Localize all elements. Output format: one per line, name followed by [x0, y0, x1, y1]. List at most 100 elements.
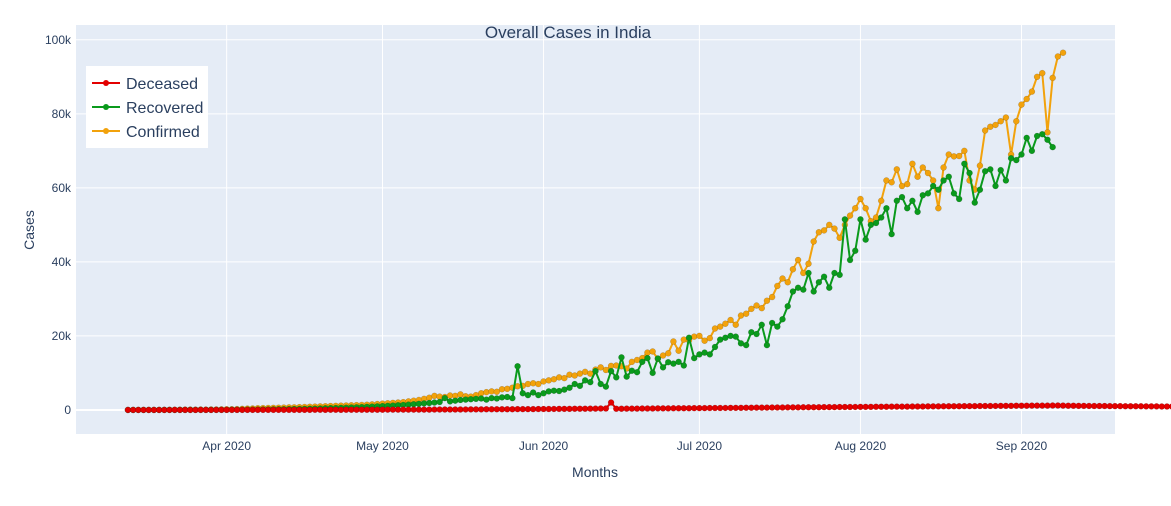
recovered-point [659, 364, 667, 371]
confirmed-point [805, 260, 812, 267]
recovered-point [877, 214, 885, 221]
recovered-point [639, 358, 646, 366]
recovered-point [909, 197, 916, 205]
confirmed-point [935, 204, 942, 212]
confirmed-point [1028, 88, 1036, 95]
recovered-point [649, 369, 656, 377]
recovered-point [753, 330, 760, 338]
recovered-point [680, 362, 688, 369]
x-axis-ticks: Apr 2020 May 2020 Jun 2020 Jul 2020 Aug 2020… [202, 439, 1047, 453]
confirmed-point [919, 164, 927, 171]
recovered-point [940, 177, 947, 184]
y-tick-label: 80k [52, 107, 72, 121]
legend-label-confirmed: Confirmed [126, 124, 200, 141]
recovered-point [903, 204, 911, 212]
confirmed-point [1059, 49, 1067, 57]
recovered-point [820, 273, 828, 280]
recovered-point [857, 216, 864, 223]
recovered-point [955, 195, 963, 203]
recovered-point [836, 271, 843, 279]
confirmed-point [857, 195, 864, 203]
recovered-point [509, 394, 516, 402]
confirmed-point [675, 347, 682, 354]
confirmed-point [784, 278, 791, 286]
recovered-point [789, 288, 797, 295]
confirmed-point [753, 302, 760, 309]
confirmed-point [820, 227, 828, 234]
recovered-point [774, 323, 781, 330]
y-tick-label: 20k [52, 329, 72, 343]
recovered-point [768, 319, 776, 327]
legend-label-recovered: Recovered [126, 100, 203, 117]
legend-marker-recovered [103, 104, 109, 110]
confirmed-point [981, 127, 989, 134]
confirmed-point [794, 256, 802, 264]
recovered-point [441, 394, 449, 402]
recovered-point [758, 321, 765, 329]
recovered-point [976, 186, 984, 193]
recovered-point [888, 230, 895, 238]
recovered-point [1044, 136, 1051, 143]
recovered-point [1002, 177, 1010, 184]
recovered-point [1023, 134, 1030, 142]
recovered-point [805, 269, 812, 277]
confirmed-point [774, 282, 781, 290]
x-tick-label: Jul 2020 [677, 439, 723, 453]
recovered-point [914, 208, 921, 216]
confirmed-point [877, 197, 885, 205]
recovered-point [623, 373, 630, 380]
recovered-point [826, 284, 833, 292]
recovered-point [846, 256, 854, 264]
legend: Deceased Recovered Confirmed [86, 66, 208, 148]
recovered-point [852, 247, 859, 255]
recovered-point [961, 160, 968, 168]
confirmed-point [1002, 114, 1010, 121]
legend-marker-deceased [103, 80, 109, 86]
confirmed-point [924, 169, 932, 177]
recovered-point [862, 236, 869, 243]
recovered-point [898, 193, 906, 201]
recovered-point [711, 343, 719, 351]
confirmed-point [997, 117, 1004, 125]
confirmed-point [831, 225, 838, 232]
recovered-point [924, 190, 932, 197]
confirmed-point [644, 349, 651, 356]
recovered-point [810, 288, 817, 295]
recovered-point [597, 380, 604, 388]
confirmed-point [1049, 74, 1056, 82]
x-tick-label: Apr 2020 [202, 439, 251, 453]
confirmed-point [888, 179, 895, 186]
recovered-point [602, 383, 610, 390]
confirmed-point [742, 310, 750, 317]
y-tick-label: 40k [52, 255, 72, 269]
x-tick-label: Aug 2020 [835, 439, 887, 453]
recovered-point [654, 355, 662, 362]
confirmed-point [540, 378, 547, 385]
x-tick-label: Jun 2020 [519, 439, 569, 453]
recovered-point [815, 278, 823, 286]
recovered-point [971, 199, 978, 206]
confirmed-point [826, 221, 833, 229]
recovered-point [1018, 151, 1025, 158]
recovered-point [841, 216, 849, 223]
recovered-point [929, 182, 937, 190]
confirmed-point [789, 266, 797, 273]
confirmed-point [763, 297, 771, 304]
confirmed-point [810, 238, 817, 245]
recovered-point [576, 382, 584, 390]
confirmed-point [659, 352, 667, 359]
recovered-point [529, 389, 537, 396]
confirmed-point [914, 173, 921, 181]
confirmed-point [716, 323, 724, 330]
recovered-point [607, 367, 615, 375]
confirmed-point [706, 334, 714, 342]
recovered-point [872, 219, 880, 227]
recovered-point [566, 384, 573, 391]
confirmed-point [1018, 101, 1025, 108]
recovered-point [935, 186, 942, 193]
legend-label-deceased: Deceased [126, 76, 198, 93]
recovered-point [742, 341, 750, 349]
recovered-point [477, 395, 485, 402]
confirmed-point [940, 164, 947, 171]
confirmed-point [836, 234, 843, 242]
